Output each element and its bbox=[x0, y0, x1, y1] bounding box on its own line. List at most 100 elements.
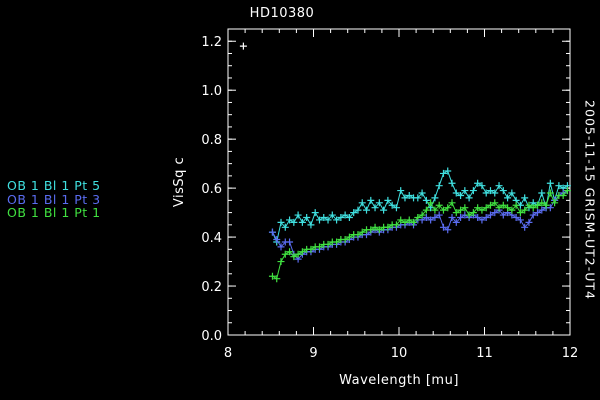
legend-entry-pt1: OB 1 Bl 1 Pt 1 bbox=[7, 205, 101, 220]
data-point bbox=[452, 218, 460, 226]
data-point bbox=[452, 209, 460, 217]
data-point bbox=[482, 204, 490, 212]
data-point bbox=[469, 209, 477, 217]
data-point bbox=[529, 204, 537, 212]
data-point bbox=[380, 206, 388, 214]
data-point bbox=[491, 189, 499, 197]
data-point bbox=[427, 216, 435, 224]
data-point bbox=[448, 179, 456, 187]
data-point bbox=[444, 226, 452, 234]
data-point bbox=[508, 189, 516, 197]
data-point bbox=[388, 201, 396, 209]
data-point bbox=[315, 243, 323, 251]
data-point bbox=[354, 231, 362, 239]
data-point bbox=[512, 213, 520, 221]
x-tick-label: 9 bbox=[309, 346, 317, 361]
data-point bbox=[337, 213, 345, 221]
data-point bbox=[345, 233, 353, 241]
data-point bbox=[439, 169, 447, 177]
data-point bbox=[324, 240, 332, 248]
data-point bbox=[431, 213, 439, 221]
data-point bbox=[546, 204, 554, 212]
y-tick-label: 0.4 bbox=[201, 231, 222, 246]
data-point bbox=[563, 187, 571, 195]
series-0 bbox=[268, 167, 571, 246]
axes: 8 9 10 11 12 0.0 0.2 0.4 0.6 0.8 1.0 1.2 bbox=[201, 28, 578, 361]
data-point bbox=[521, 194, 529, 202]
data-point bbox=[268, 272, 276, 280]
data-point bbox=[418, 211, 426, 219]
x-tick-label: 8 bbox=[224, 346, 232, 361]
data-point bbox=[384, 196, 392, 204]
data-point bbox=[546, 189, 554, 197]
data-point bbox=[277, 258, 285, 266]
data-point bbox=[427, 199, 435, 207]
y-tick-label: 0.6 bbox=[201, 182, 222, 197]
data-point bbox=[448, 213, 456, 221]
data-point bbox=[546, 179, 554, 187]
data-point bbox=[328, 211, 336, 219]
data-point bbox=[410, 218, 418, 226]
data-point bbox=[303, 213, 311, 221]
data-point bbox=[491, 199, 499, 207]
data-point bbox=[478, 182, 486, 190]
data-point bbox=[474, 179, 482, 187]
data-point bbox=[414, 194, 422, 202]
data-point bbox=[422, 206, 430, 214]
data-point bbox=[478, 206, 486, 214]
data-point bbox=[444, 167, 452, 175]
data-point bbox=[499, 201, 507, 209]
data-point bbox=[320, 213, 328, 221]
data-point bbox=[457, 213, 465, 221]
x-tick-label: 11 bbox=[476, 346, 493, 361]
data-point bbox=[465, 211, 473, 219]
data-point bbox=[277, 218, 285, 226]
data-point bbox=[504, 204, 512, 212]
data-point bbox=[448, 199, 456, 207]
data-point bbox=[350, 209, 358, 217]
data-point bbox=[474, 213, 482, 221]
data-point bbox=[401, 194, 409, 202]
data-point bbox=[486, 201, 494, 209]
data-point bbox=[516, 209, 524, 217]
data-point bbox=[457, 191, 465, 199]
data-point bbox=[315, 216, 323, 224]
data-point bbox=[367, 226, 375, 234]
data-point bbox=[333, 238, 341, 246]
y-tick-label: 1.2 bbox=[201, 35, 222, 50]
data-point bbox=[495, 182, 503, 190]
data-point bbox=[534, 201, 542, 209]
data-point bbox=[290, 253, 298, 261]
data-point bbox=[521, 206, 529, 214]
data-point bbox=[474, 204, 482, 212]
data-point bbox=[392, 204, 400, 212]
data-point bbox=[286, 238, 294, 246]
x-tick-label: 10 bbox=[391, 346, 408, 361]
data-point bbox=[491, 209, 499, 217]
data-point bbox=[281, 223, 289, 231]
data-point bbox=[286, 216, 294, 224]
data-point bbox=[499, 187, 507, 195]
data-point bbox=[521, 223, 529, 231]
date-instrument-label: 2005-11-15 GRISM-UT2-UT4 bbox=[582, 100, 598, 300]
data-point bbox=[444, 204, 452, 212]
y-tick-label: 0.0 bbox=[201, 329, 222, 344]
data-point bbox=[268, 228, 276, 236]
data-point bbox=[311, 209, 319, 217]
data-point bbox=[465, 194, 473, 202]
data-point bbox=[281, 250, 289, 258]
data-point bbox=[525, 201, 533, 209]
data-point bbox=[457, 206, 465, 214]
data-point bbox=[486, 211, 494, 219]
series-line bbox=[272, 170, 568, 244]
data-point bbox=[392, 221, 400, 229]
data-point bbox=[290, 218, 298, 226]
legend-entry-pt5: OB 1 Bl 1 Pt 5 bbox=[7, 178, 101, 193]
data-point bbox=[358, 199, 366, 207]
data-point bbox=[307, 245, 315, 253]
data-point bbox=[277, 243, 285, 251]
data-point bbox=[422, 213, 430, 221]
data-point bbox=[534, 209, 542, 217]
data-point bbox=[397, 216, 405, 224]
